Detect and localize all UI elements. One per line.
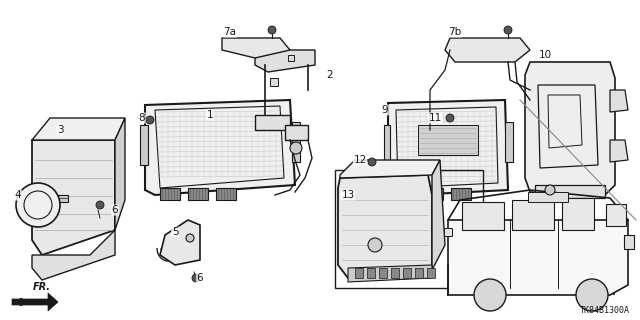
Polygon shape xyxy=(379,268,387,278)
Polygon shape xyxy=(610,90,628,112)
Text: 7b: 7b xyxy=(449,27,461,37)
Polygon shape xyxy=(423,188,443,200)
Polygon shape xyxy=(535,185,605,198)
Polygon shape xyxy=(140,125,148,165)
Text: 13: 13 xyxy=(341,190,355,200)
Bar xyxy=(288,55,294,61)
Polygon shape xyxy=(292,122,300,162)
Polygon shape xyxy=(160,220,200,265)
Polygon shape xyxy=(216,188,236,200)
Polygon shape xyxy=(340,160,440,178)
Polygon shape xyxy=(427,268,435,278)
Polygon shape xyxy=(115,118,125,230)
Polygon shape xyxy=(445,38,530,62)
Circle shape xyxy=(545,185,555,195)
Circle shape xyxy=(446,114,454,122)
Text: 6: 6 xyxy=(112,205,118,215)
Polygon shape xyxy=(160,188,180,200)
Circle shape xyxy=(96,201,104,209)
Text: 2: 2 xyxy=(326,70,333,80)
Polygon shape xyxy=(367,268,375,278)
Polygon shape xyxy=(348,265,432,282)
Bar xyxy=(270,78,278,86)
Polygon shape xyxy=(395,188,415,200)
Text: 8: 8 xyxy=(139,113,145,123)
Polygon shape xyxy=(388,100,508,196)
Polygon shape xyxy=(145,100,295,195)
Polygon shape xyxy=(432,160,445,270)
Polygon shape xyxy=(610,140,628,162)
Polygon shape xyxy=(188,188,208,200)
Bar xyxy=(624,235,634,249)
Bar xyxy=(562,198,594,230)
Polygon shape xyxy=(338,175,432,278)
Polygon shape xyxy=(32,140,115,255)
Text: TK84B1300A: TK84B1300A xyxy=(580,306,630,315)
Polygon shape xyxy=(52,195,68,202)
Circle shape xyxy=(192,274,200,282)
Circle shape xyxy=(16,183,60,227)
Polygon shape xyxy=(12,293,58,311)
Bar xyxy=(335,170,483,288)
Circle shape xyxy=(146,116,154,124)
Bar xyxy=(528,192,568,202)
Text: 10: 10 xyxy=(538,50,552,60)
Bar xyxy=(512,200,554,230)
Polygon shape xyxy=(255,50,315,72)
Text: 5: 5 xyxy=(172,227,179,237)
Polygon shape xyxy=(505,122,513,162)
Circle shape xyxy=(368,238,382,252)
Bar xyxy=(444,228,452,236)
Circle shape xyxy=(504,26,512,34)
Polygon shape xyxy=(32,230,115,280)
Polygon shape xyxy=(451,188,471,200)
Circle shape xyxy=(186,234,194,242)
Polygon shape xyxy=(403,268,411,278)
Bar xyxy=(418,125,478,155)
Polygon shape xyxy=(415,268,423,278)
Bar xyxy=(462,202,504,230)
Polygon shape xyxy=(255,115,290,130)
Text: 3: 3 xyxy=(57,125,63,135)
Circle shape xyxy=(268,26,276,34)
Circle shape xyxy=(474,279,506,311)
Text: 1: 1 xyxy=(207,110,213,120)
Text: 4: 4 xyxy=(15,190,21,200)
Bar xyxy=(606,204,626,226)
Polygon shape xyxy=(355,268,363,278)
Text: 12: 12 xyxy=(353,155,367,165)
Text: 7a: 7a xyxy=(223,27,237,37)
Polygon shape xyxy=(222,38,290,58)
Polygon shape xyxy=(32,118,125,140)
Polygon shape xyxy=(525,62,615,195)
Circle shape xyxy=(290,142,302,154)
Polygon shape xyxy=(448,220,628,295)
Circle shape xyxy=(368,158,376,166)
Polygon shape xyxy=(384,125,390,165)
Text: 9: 9 xyxy=(381,105,388,115)
Text: 6: 6 xyxy=(196,273,204,283)
Polygon shape xyxy=(285,125,308,140)
Circle shape xyxy=(576,279,608,311)
Polygon shape xyxy=(391,268,399,278)
Text: 11: 11 xyxy=(428,113,442,123)
Text: FR.: FR. xyxy=(33,282,51,292)
